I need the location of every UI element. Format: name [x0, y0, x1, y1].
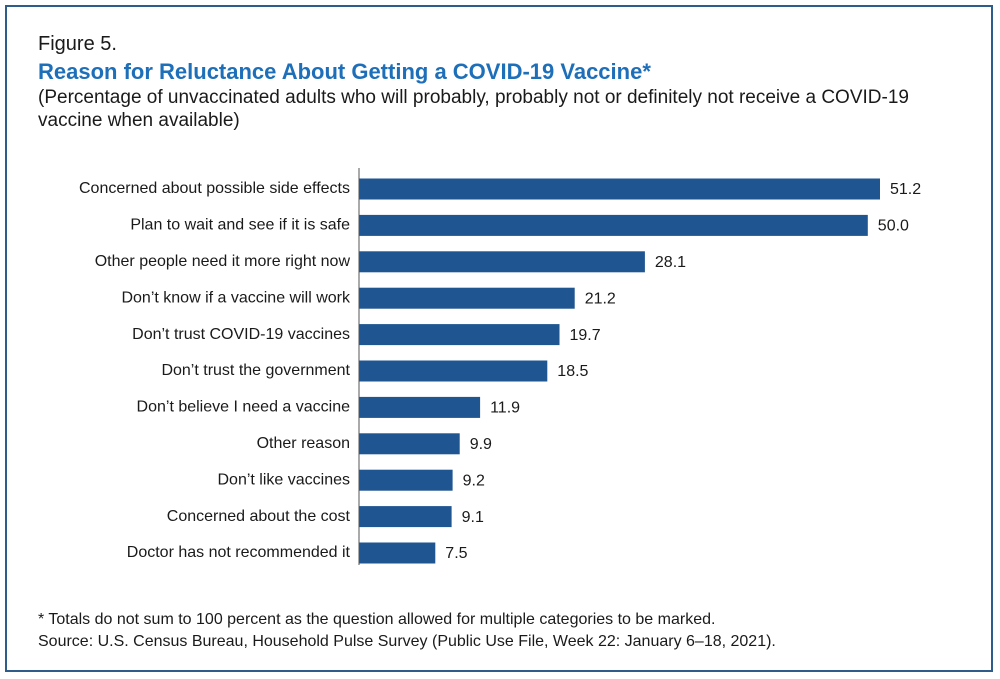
value-labels-layer: 51.2 50.0 28.1 21.2 19.7 18.5 11.9 9.9 9.2 9.1 7.5	[445, 181, 921, 562]
category-label: Don’t know if a vaccine will work	[121, 289, 351, 306]
value-label: 18.5	[557, 363, 588, 380]
bar	[359, 469, 453, 491]
value-label: 9.1	[462, 509, 484, 526]
value-label: 9.9	[470, 436, 492, 453]
figure-frame	[5, 5, 993, 672]
value-label: 21.2	[585, 290, 616, 307]
bar	[359, 251, 645, 273]
category-label: Don’t like vaccines	[218, 471, 351, 488]
chart-title: Reason for Reluctance About Getting a CO…	[38, 59, 651, 85]
footnotes: * Totals do not sum to 100 percent as th…	[38, 609, 776, 653]
chart-title-mark: *	[642, 59, 651, 84]
bar	[359, 360, 548, 382]
value-label: 7.5	[445, 545, 467, 562]
chart-title-text: Reason for Reluctance About Getting a CO…	[38, 59, 643, 84]
value-label: 28.1	[655, 254, 686, 271]
bars-layer	[359, 178, 880, 564]
category-label: Concerned about the cost	[167, 508, 351, 525]
category-label: Concerned about possible side effects	[79, 180, 350, 197]
value-label: 50.0	[878, 218, 909, 235]
footnote-note: * Totals do not sum to 100 percent as th…	[38, 611, 716, 628]
category-label: Other people need it more right now	[95, 253, 351, 270]
bar	[359, 506, 452, 528]
bar	[359, 178, 880, 200]
bar	[359, 214, 868, 236]
category-labels-layer: Concerned about possible side effects Pla…	[79, 180, 351, 561]
category-label: Don’t trust the government	[161, 362, 350, 379]
value-label: 19.7	[570, 327, 601, 344]
category-label: Doctor has not recommended it	[127, 544, 351, 561]
value-label: 9.2	[463, 472, 485, 489]
bar	[359, 433, 460, 455]
bar	[359, 542, 436, 564]
value-label: 51.2	[890, 181, 921, 198]
footnote-source: Source: U.S. Census Bureau, Household Pu…	[38, 633, 776, 650]
category-label: Don’t believe I need a vaccine	[137, 399, 351, 416]
bar	[359, 396, 481, 418]
bar	[359, 324, 560, 346]
category-label: Don’t trust COVID-19 vaccines	[132, 326, 350, 343]
category-label: Other reason	[257, 435, 350, 452]
bar	[359, 287, 575, 309]
value-label: 11.9	[490, 400, 520, 417]
category-label: Plan to wait and see if it is safe	[130, 217, 350, 234]
figure-label: Figure 5.	[38, 33, 117, 55]
chart-subtitle: (Percentage of unvaccinated adults who w…	[38, 87, 909, 131]
